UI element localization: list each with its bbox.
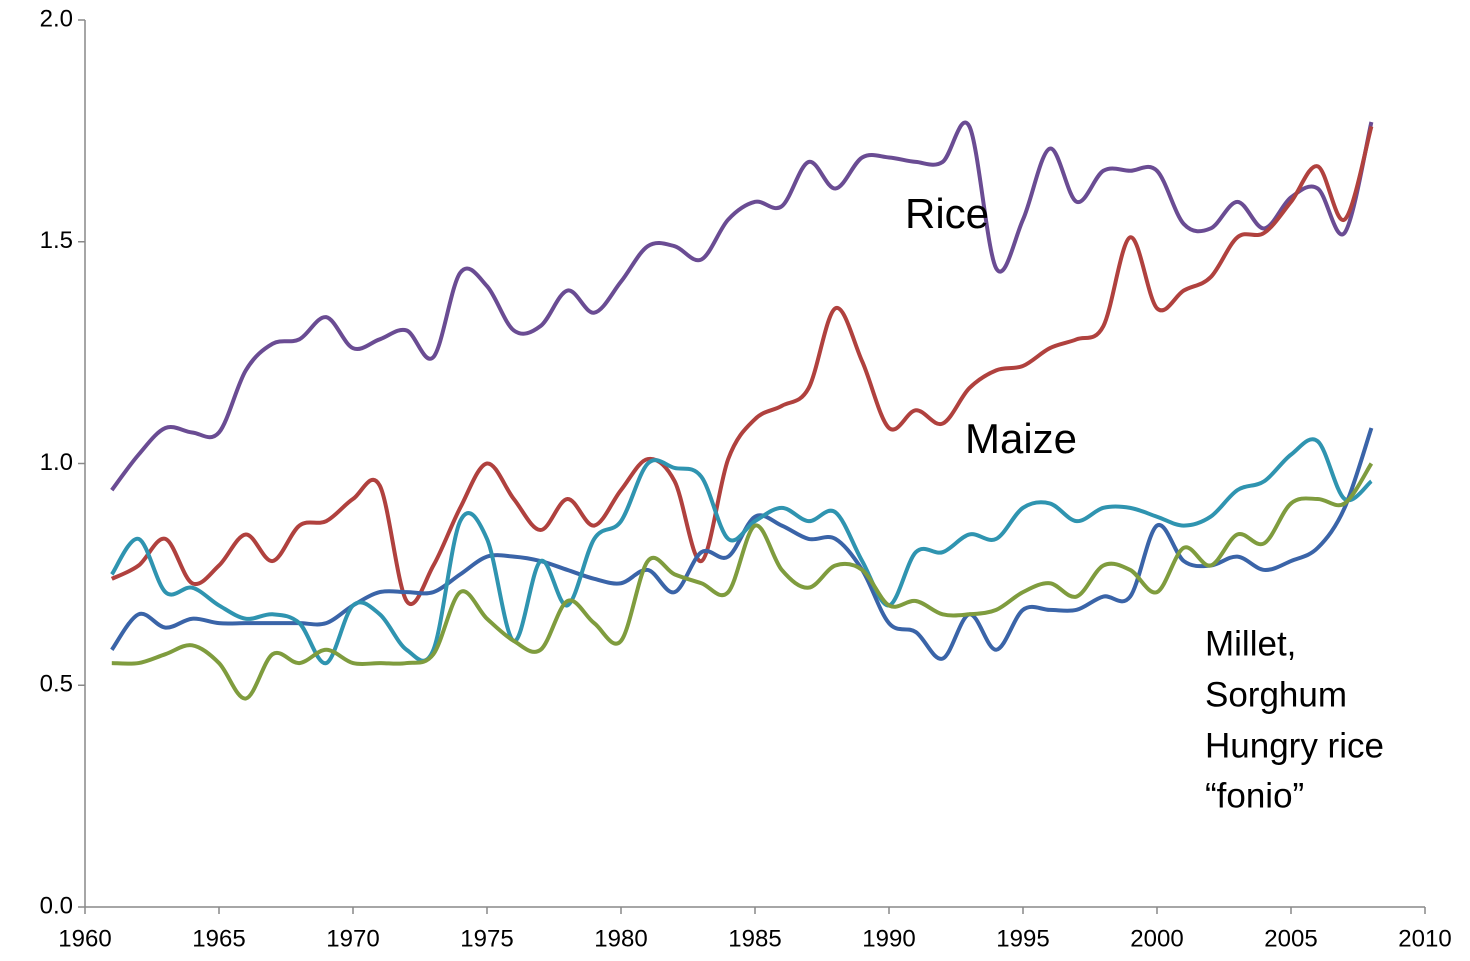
annotation: Maize: [965, 415, 1077, 462]
series-line: [110, 125, 1374, 606]
y-tick-label: 1.0: [40, 449, 73, 476]
annotation: Sorghum: [1205, 675, 1347, 714]
y-tick-label: 2.0: [40, 5, 73, 32]
annotation: Hungry rice: [1205, 726, 1384, 765]
annotation: “fonio”: [1205, 776, 1304, 815]
x-tick-label: 1965: [192, 925, 245, 952]
y-tick-label: 0.5: [40, 671, 73, 698]
x-tick-label: 1995: [996, 925, 1049, 952]
series-line: [110, 120, 1374, 492]
x-tick-label: 1990: [862, 925, 915, 952]
x-tick-label: 1980: [594, 925, 647, 952]
series-line: [110, 437, 1373, 666]
x-tick-label: 1960: [58, 925, 111, 952]
x-tick-label: 1970: [326, 925, 379, 952]
x-tick-label: 2010: [1398, 925, 1451, 952]
x-tick-label: 2005: [1264, 925, 1317, 952]
annotation: Rice: [905, 190, 989, 237]
x-tick-label: 1985: [728, 925, 781, 952]
x-tick-label: 1975: [460, 925, 513, 952]
y-tick-label: 1.5: [40, 227, 73, 254]
annotation: Millet,: [1205, 624, 1296, 663]
x-tick-label: 2000: [1130, 925, 1183, 952]
y-tick-label: 0.0: [40, 892, 73, 919]
series-line: [111, 462, 1374, 701]
